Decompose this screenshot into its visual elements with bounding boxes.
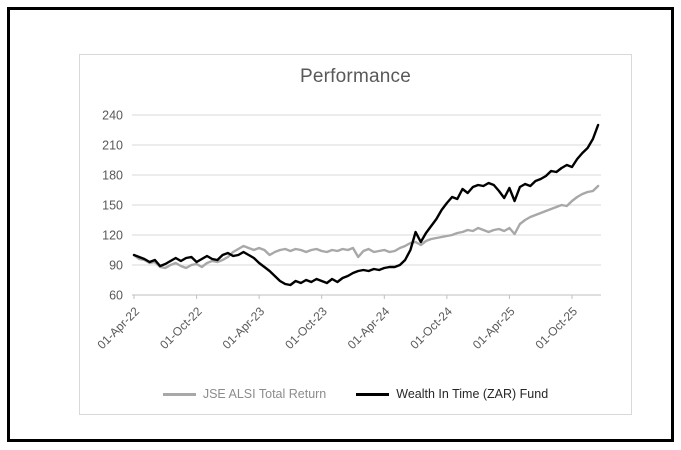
- legend-swatch-1: [356, 392, 390, 396]
- y-axis-label-150: 150: [102, 199, 123, 213]
- legend-swatch-0: [162, 392, 196, 396]
- legend-label-1: Wealth In Time (ZAR) Fund: [396, 387, 549, 401]
- legend-item-0: JSE ALSI Total Return: [162, 387, 327, 401]
- legend-item-1: Wealth In Time (ZAR) Fund: [356, 387, 548, 401]
- y-axis-label-210: 210: [102, 139, 123, 153]
- series-line-0: [132, 184, 600, 270]
- chart-title: Performance: [300, 66, 411, 87]
- x-axis-label-2: 01-Apr-23: [220, 304, 268, 352]
- y-axis-label-60: 60: [109, 289, 123, 303]
- y-axis-label-240: 240: [102, 109, 123, 123]
- legend-label-0: JSE ALSI Total Return: [202, 387, 327, 401]
- series-line-1: [132, 123, 600, 287]
- y-axis-label-180: 180: [102, 169, 123, 183]
- x-axis-label-7: 01-Oct-25: [532, 304, 580, 352]
- x-axis-label-5: 01-Oct-24: [407, 304, 455, 352]
- x-axis-label-4: 01-Apr-24: [345, 304, 393, 352]
- y-axis-label-90: 90: [109, 259, 123, 273]
- performance-chart-card: Performance 60 90 120 150 180 210 240 01-Apr-22…: [79, 54, 632, 415]
- page-border-frame: Performance 60 90 120 150 180 210 240 01-Apr-22…: [7, 7, 674, 442]
- x-axis-label-1: 01-Oct-22: [157, 304, 205, 352]
- x-axis-label-0: 01-Apr-22: [94, 304, 142, 352]
- chart-legend: JSE ALSI Total Return Wealth In Time (ZAR…: [80, 387, 631, 401]
- y-axis-label-120: 120: [102, 229, 123, 243]
- performance-chart: 60 90 120 150 180 210 240 01-Apr-22 01-Oct-22 01-…: [94, 109, 601, 352]
- x-axis-label-3: 01-Oct-23: [282, 304, 330, 352]
- x-axis-label-6: 01-Apr-25: [470, 304, 518, 352]
